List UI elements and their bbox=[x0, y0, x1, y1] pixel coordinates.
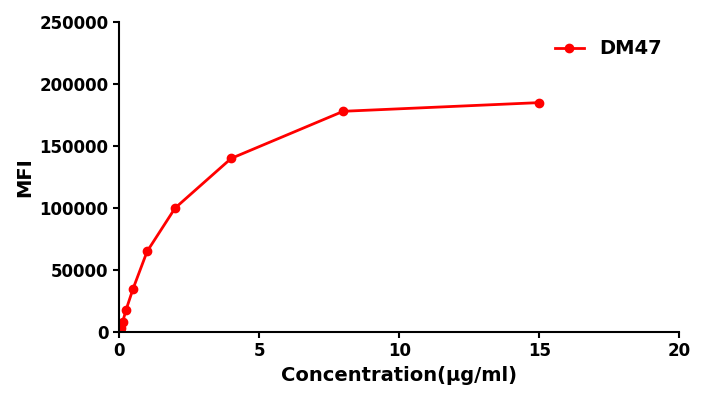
DM47 bbox=[339, 109, 347, 114]
DM47 bbox=[171, 206, 179, 210]
DM47 bbox=[227, 156, 235, 161]
DM47 bbox=[115, 329, 124, 334]
Y-axis label: MFI: MFI bbox=[15, 157, 34, 197]
X-axis label: Concentration(μg/ml): Concentration(μg/ml) bbox=[281, 366, 517, 385]
DM47 bbox=[116, 325, 125, 330]
DM47 bbox=[143, 249, 151, 254]
Line: DM47: DM47 bbox=[115, 98, 544, 336]
DM47 bbox=[116, 328, 124, 332]
DM47 bbox=[119, 320, 127, 324]
DM47 bbox=[115, 330, 124, 334]
DM47 bbox=[122, 307, 131, 312]
DM47 bbox=[129, 286, 138, 291]
DM47 bbox=[535, 100, 544, 105]
DM47 bbox=[115, 329, 124, 334]
Legend: DM47: DM47 bbox=[547, 32, 670, 66]
